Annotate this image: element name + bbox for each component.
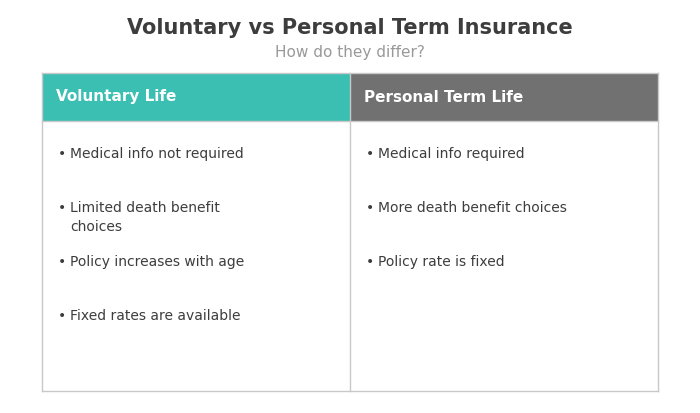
Text: •: • [366, 147, 375, 161]
Text: •: • [58, 147, 66, 161]
Text: Medical info required: Medical info required [378, 147, 524, 161]
Text: Policy increases with age: Policy increases with age [70, 255, 244, 269]
Text: Medical info not required: Medical info not required [70, 147, 244, 161]
Text: •: • [58, 309, 66, 323]
Text: •: • [366, 255, 375, 269]
Text: Voluntary Life: Voluntary Life [56, 90, 176, 104]
Bar [42, 121, 658, 391]
Text: Voluntary vs Personal Term Insurance: Voluntary vs Personal Term Insurance [127, 18, 573, 38]
Text: •: • [58, 201, 66, 215]
Text: How do they differ?: How do they differ? [275, 45, 425, 60]
Bar [350, 73, 658, 121]
Text: Limited death benefit
choices: Limited death benefit choices [70, 201, 220, 234]
Text: Fixed rates are available: Fixed rates are available [70, 309, 241, 323]
Text: Personal Term Life: Personal Term Life [364, 90, 524, 104]
Bar [42, 73, 350, 121]
Text: •: • [366, 201, 375, 215]
Text: More death benefit choices: More death benefit choices [378, 201, 567, 215]
Text: •: • [58, 255, 66, 269]
Text: Policy rate is fixed: Policy rate is fixed [378, 255, 505, 269]
